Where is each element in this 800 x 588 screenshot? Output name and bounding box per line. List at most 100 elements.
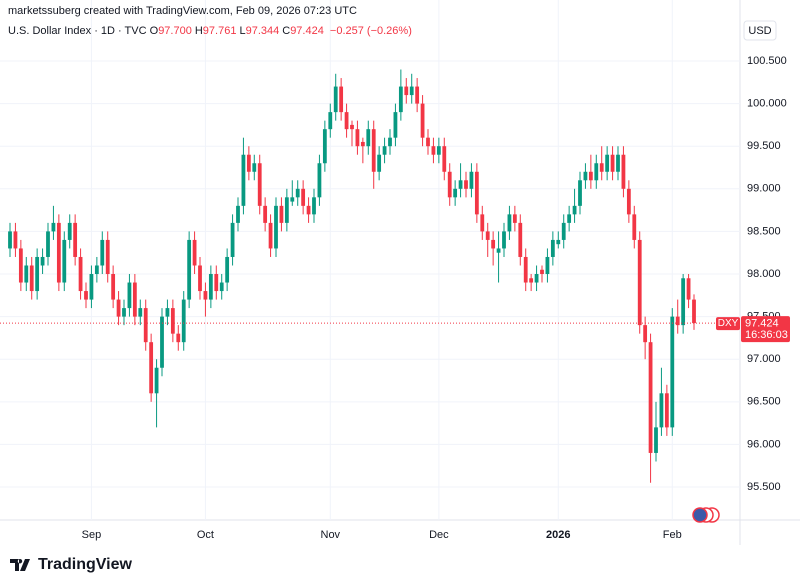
y-tick-label: 100.500 <box>747 55 787 67</box>
candle-body <box>594 163 599 181</box>
candle-body <box>599 163 604 172</box>
candle-body <box>686 278 691 300</box>
candle-body <box>523 256 528 283</box>
candle-body <box>149 342 154 394</box>
candle-body <box>219 282 224 292</box>
candle-body <box>366 129 371 147</box>
candle-body <box>659 393 664 428</box>
candle-body <box>127 282 132 309</box>
candle-body <box>632 214 637 240</box>
candle-body <box>442 146 447 172</box>
candle-body <box>73 222 78 257</box>
candle-body <box>274 205 278 249</box>
candle-body <box>415 86 420 104</box>
candle-body <box>105 239 110 275</box>
candle-body <box>236 205 240 223</box>
candle-body <box>160 316 164 368</box>
ohlc-label: H <box>194 25 203 37</box>
candle-body <box>453 188 458 198</box>
y-tick-label: 98.500 <box>747 225 781 237</box>
ohlc-value: 97.761 <box>202 25 237 37</box>
candle-body <box>360 141 365 147</box>
candle-body <box>78 256 83 292</box>
candle-body <box>89 274 94 300</box>
y-tick-label: 99.500 <box>747 140 781 152</box>
x-tick-label: Feb <box>663 529 682 541</box>
candle-body <box>605 154 610 172</box>
candle-body <box>431 146 436 155</box>
candle-body <box>556 239 561 245</box>
candle-body <box>279 205 284 223</box>
candle-body <box>458 180 463 189</box>
candle-body <box>317 163 322 198</box>
candle-body <box>382 146 387 155</box>
candle-body <box>67 222 72 240</box>
chart: USD 95.50096.00096.50097.00097.50098.000… <box>0 0 800 545</box>
y-tick-label: 100.000 <box>747 98 787 110</box>
countdown: 16:36:03 <box>745 329 788 341</box>
candle-body <box>176 333 181 343</box>
symbol-tag <box>716 317 740 331</box>
candle-body <box>545 256 550 275</box>
candle-body <box>333 86 338 113</box>
candle-body <box>436 146 441 155</box>
candle-body <box>502 231 506 249</box>
candle-body <box>301 188 306 206</box>
candle-body <box>62 239 67 283</box>
y-tick-label: 95.500 <box>747 481 781 493</box>
candle-body <box>409 86 414 96</box>
candle-body <box>268 222 273 249</box>
candle-body <box>692 299 696 324</box>
candle-body <box>51 222 56 232</box>
candle-body <box>675 316 680 326</box>
ohlc-value: 97.700 <box>158 25 192 37</box>
candle-body <box>681 278 686 326</box>
ohlc-label: O <box>149 25 159 37</box>
candle-body <box>393 112 398 138</box>
candle-body <box>616 154 620 172</box>
candle-body <box>18 248 23 283</box>
candle-body <box>40 256 45 266</box>
candle-body <box>540 269 544 275</box>
brand: TradingView <box>38 556 132 573</box>
candle-body <box>284 197 289 223</box>
candle-body <box>295 188 300 198</box>
candle-body <box>170 308 175 334</box>
candle-body <box>56 222 61 283</box>
x-tick-label: 2026 <box>546 529 570 541</box>
candle-body <box>339 86 344 113</box>
candle-body <box>572 205 577 215</box>
candle-body <box>214 274 219 292</box>
candle-body <box>512 214 517 223</box>
candle-body <box>664 393 669 428</box>
currency: USD <box>748 25 771 37</box>
x-tick-label: Dec <box>429 529 449 541</box>
candle-body <box>355 129 360 147</box>
candle-body <box>388 137 392 147</box>
candle-body <box>583 171 588 181</box>
ohlc-label: L <box>239 25 246 37</box>
candle-body <box>670 316 675 428</box>
candle-body <box>252 163 257 172</box>
candle-body <box>654 427 658 453</box>
candle-body <box>637 239 642 326</box>
candle-body <box>35 256 40 292</box>
footer: TradingView <box>10 556 132 574</box>
candle-body <box>312 197 316 215</box>
candle-body <box>485 231 490 240</box>
candle-body <box>588 171 593 181</box>
header: marketssuberg created with TradingView.c… <box>8 4 412 38</box>
candle-body <box>491 239 496 249</box>
candle-body <box>377 154 382 172</box>
candle-body <box>306 205 311 215</box>
symbol: DXY <box>718 318 739 329</box>
ohlc-label: C <box>282 25 291 37</box>
candle-body <box>328 112 333 130</box>
candle-body <box>29 265 34 292</box>
logo <box>10 559 30 571</box>
y-tick-label: 99.000 <box>747 183 781 195</box>
candle-body <box>263 205 268 223</box>
candle-body <box>24 265 29 283</box>
candle-body <box>626 188 631 215</box>
